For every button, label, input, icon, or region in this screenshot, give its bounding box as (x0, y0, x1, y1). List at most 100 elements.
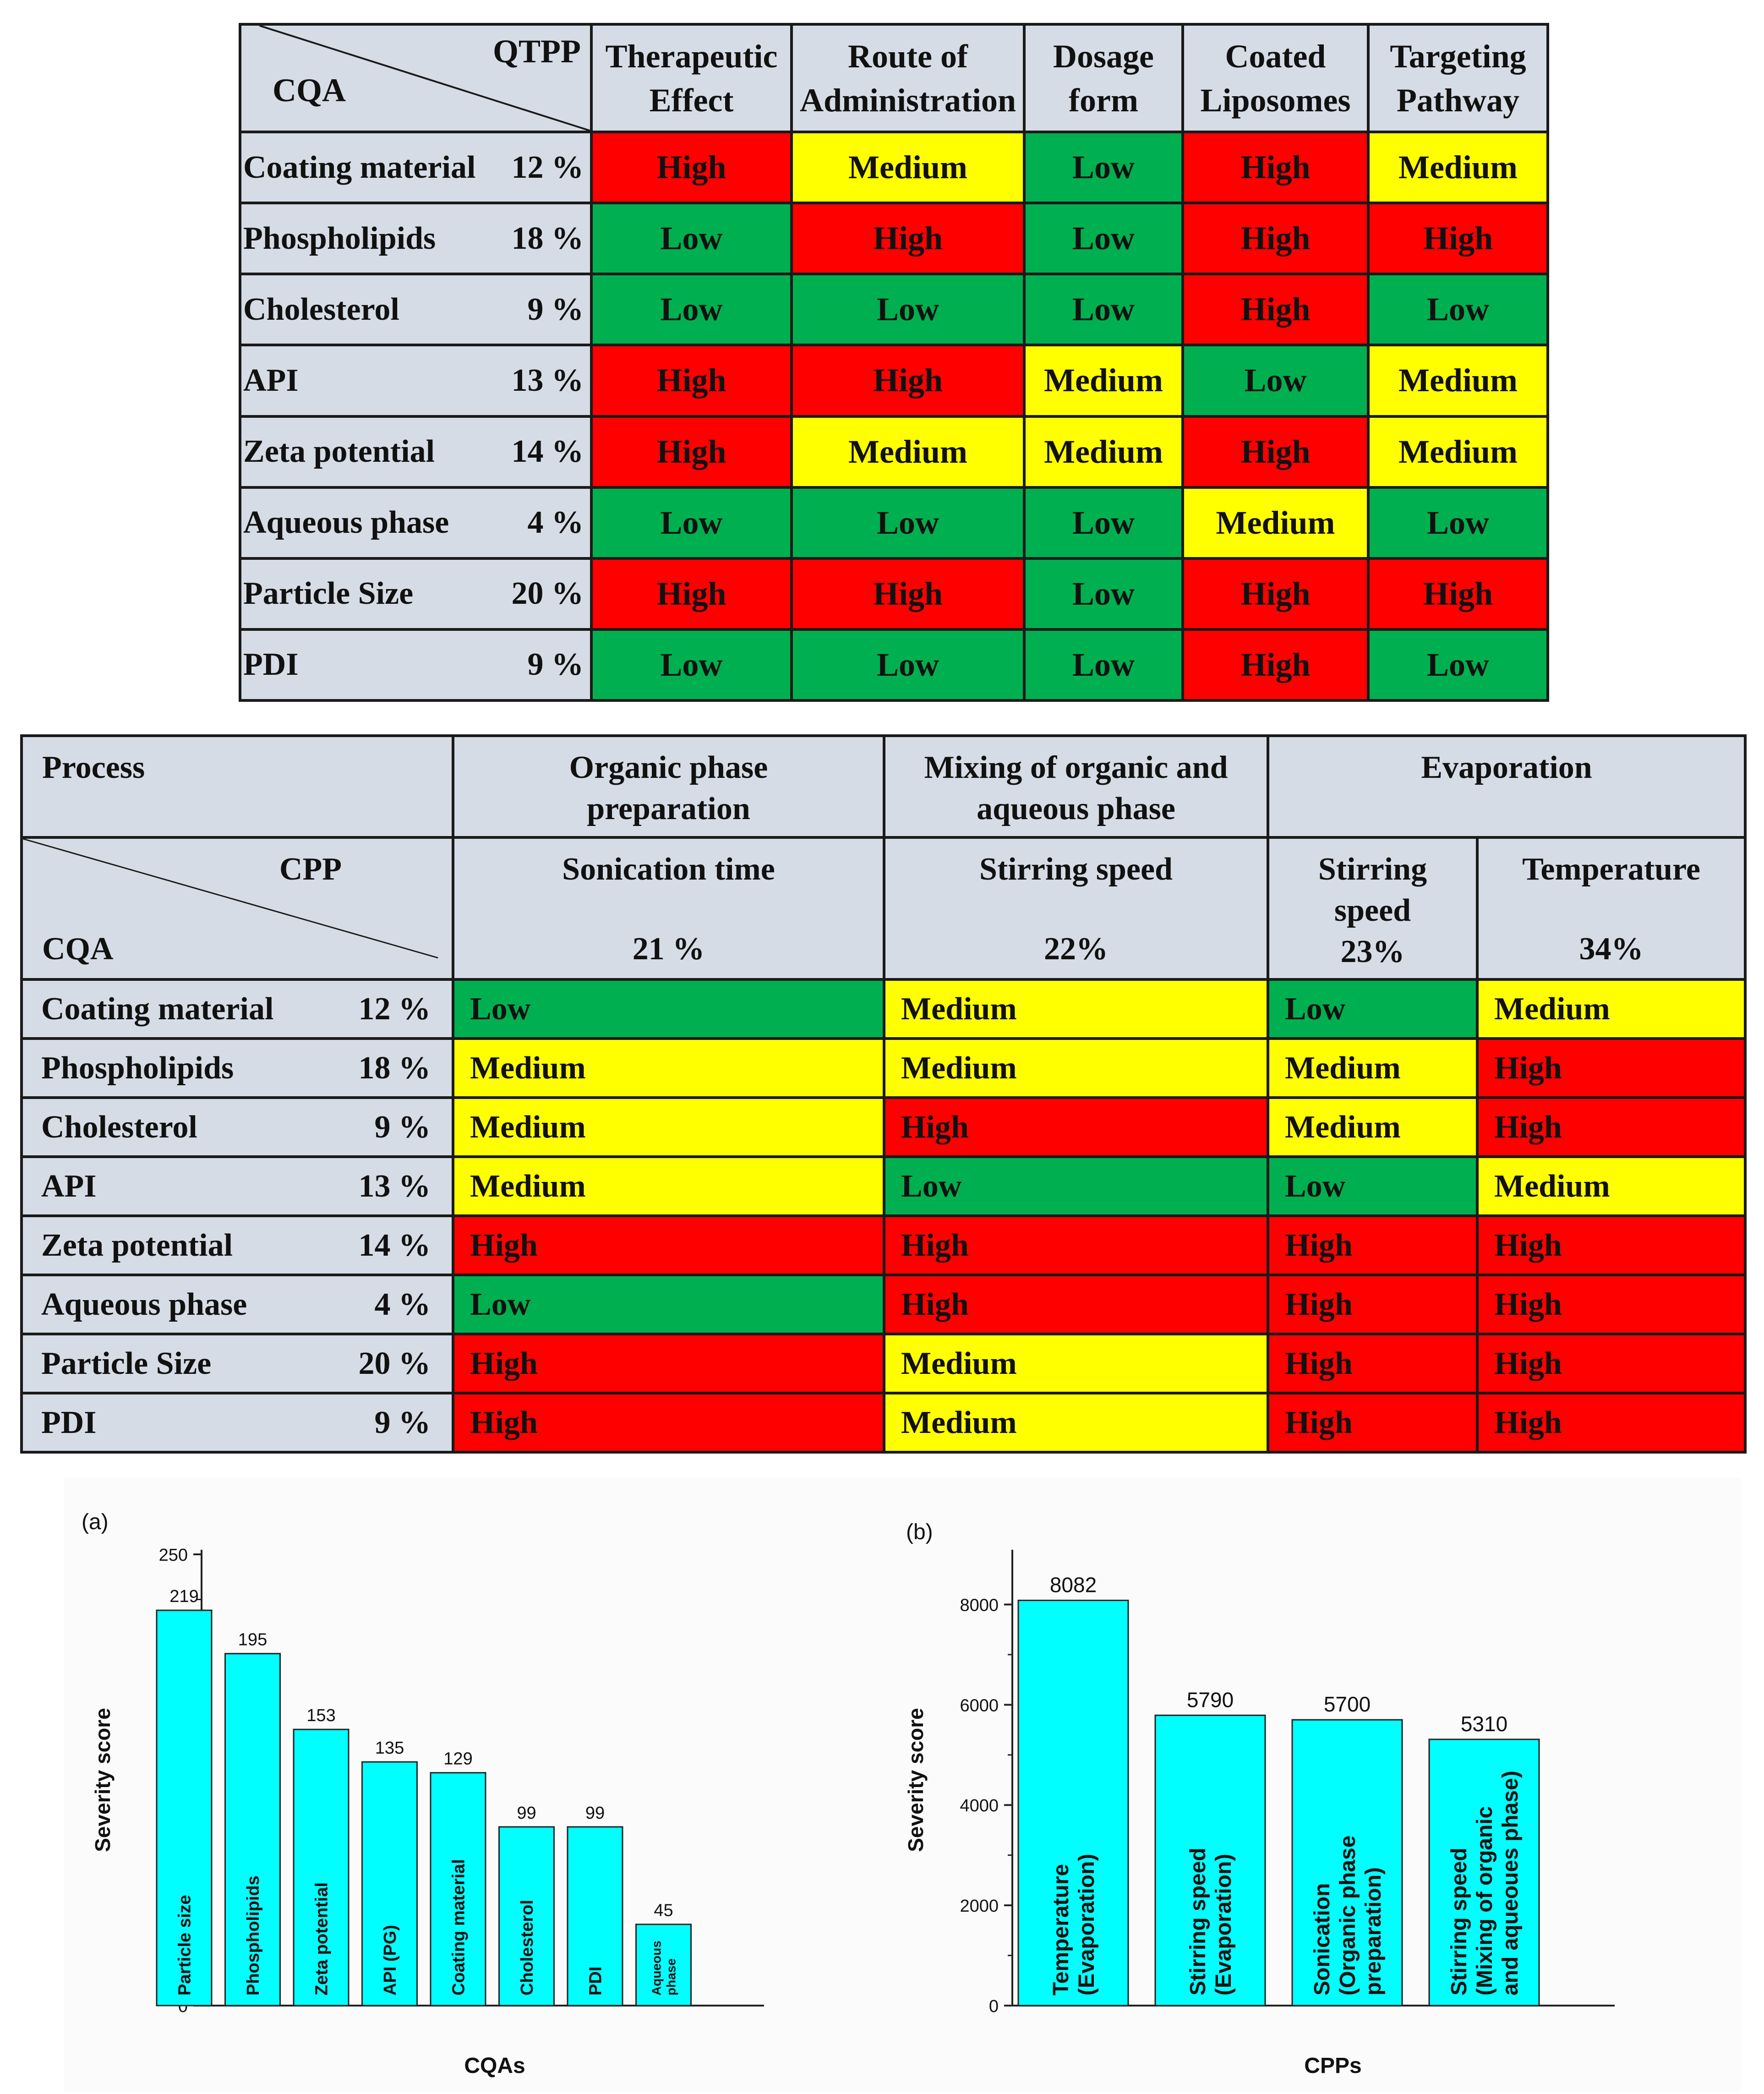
y-tick-label: 8000 (960, 1596, 999, 1615)
bar-category-label: phase (664, 1958, 678, 1996)
process-mixing-header: Mixing of organic and aqueous phase (883, 734, 1269, 839)
bar-category-label: (Mixing of organic (1473, 1806, 1497, 1996)
qtpp-risk-cell: High (1367, 557, 1549, 631)
qtpp-risk-cell: Medium (1367, 131, 1549, 205)
cpp-row-label: Cholesterol 9 % (20, 1096, 454, 1158)
cpp-row: Cholesterol 9 % Medium High Medium High (20, 1096, 1747, 1158)
cpp-risk-cell: Medium (452, 1096, 885, 1158)
y-tick-label: 4000 (960, 1796, 999, 1815)
bar-category-label: Coating material (449, 1859, 468, 1996)
cpp-risk-cell: Low (1267, 978, 1479, 1040)
cqa-name: Particle Size (41, 1345, 212, 1381)
cpp-risk-cell: High (1267, 1392, 1479, 1454)
qtpp-risk-cell: Low (1023, 486, 1184, 560)
bar-value-label: 5790 (1187, 1688, 1234, 1711)
cpp-risk-cell: Medium (452, 1155, 885, 1217)
qtpp-row-label: API 13 % (239, 344, 593, 418)
qtpp-row: API 13 % High High Medium Low Medium (239, 344, 1549, 418)
cqa-percent: 20 % (511, 576, 584, 612)
cpp-temperature-header: Temperature 34% (1475, 836, 1747, 981)
process-organic-header: Organic phase preparation (452, 734, 885, 839)
qtpp-row: Particle Size 20 % High High Low High High (239, 557, 1549, 631)
cpp-row-label: PDI 9 % (20, 1392, 454, 1454)
qtpp-risk-cell: High (590, 557, 793, 631)
qtpp-risk-cell: Low (1181, 344, 1370, 418)
cpp-row: Coating material 12 % Low Medium Low Medium (20, 978, 1747, 1040)
cpp-risk-cell: Medium (1475, 1155, 1747, 1217)
cqa-corner-bottom: CQA (273, 72, 346, 109)
bar (1291, 1719, 1403, 2007)
bar-category-label: (Evaporation) (1212, 1854, 1236, 1996)
qtpp-risk-cell: Low (1023, 202, 1184, 276)
qtpp-risk-cell: Low (790, 628, 1026, 702)
cpp-risk-cell: Low (452, 1274, 885, 1335)
qtpp-risk-cell: Low (590, 486, 793, 560)
cqa-percent: 9 % (527, 647, 584, 683)
qtpp-corner-top: QTPP (493, 33, 581, 70)
cqa-percent: 9 % (374, 1405, 431, 1440)
bar (430, 1772, 486, 2007)
qtpp-risk-cell: Low (590, 273, 793, 347)
bar (498, 1826, 555, 2007)
bar-category-label: Phospholipids (244, 1875, 263, 1996)
cpp-risk-cell: High (1475, 1274, 1747, 1335)
bar (635, 1924, 692, 2007)
bar-category-label: Stirring speed (1186, 1848, 1210, 1996)
qtpp-header: Route of Administration (790, 22, 1026, 134)
qtpp-row: Phospholipids 18 % Low High Low High High (239, 202, 1549, 276)
qtpp-header: Targeting Pathway (1367, 22, 1549, 134)
bar (224, 1653, 281, 2007)
cqa-percent: 4 % (527, 505, 584, 541)
x-axis-title: CPPs (1304, 2054, 1361, 2078)
bar-category-label: Sonication (1310, 1883, 1334, 1996)
cqa-percent: 18 % (511, 220, 584, 256)
cpp-row: Aqueous phase 4 % Low High High High (20, 1274, 1747, 1335)
cpp-corner-top: CPP (279, 852, 342, 887)
qtpp-risk-cell: Medium (1023, 344, 1184, 418)
qtpp-risk-cell: Medium (1181, 486, 1370, 560)
cqa-percent: 14 % (511, 434, 584, 470)
cpp-risk-cell: Low (1267, 1155, 1479, 1217)
cqa-name: PDI (41, 1405, 97, 1440)
qtpp-risk-cell: High (1181, 273, 1370, 347)
cqa-percent: 9 % (374, 1109, 431, 1145)
qtpp-risk-cell: High (590, 131, 793, 205)
cpp-row-label: API 13 % (20, 1155, 454, 1217)
qtpp-row-label: Aqueous phase 4 % (239, 486, 593, 560)
cqa-name: Coating material (41, 991, 274, 1027)
y-tick-label: 250 (159, 1546, 188, 1565)
cqa-corner-bottom: CQA (42, 931, 114, 967)
cpp-row: PDI 9 % High Medium High High (20, 1392, 1747, 1454)
qtpp-row-label: Cholesterol 9 % (239, 273, 593, 347)
bar-category-label: Particle size (175, 1895, 194, 1996)
cpp-stirring-mixing-header: Stirring speed 22% (883, 836, 1269, 981)
cqa-name: Zeta potential (41, 1227, 233, 1263)
cpp-risk-cell: Medium (1475, 978, 1747, 1040)
cqa-name: Cholesterol (41, 1109, 197, 1145)
qtpp-header: Coated Liposomes (1181, 22, 1370, 134)
process-label: Process (20, 734, 454, 839)
cqa-percent: 12 % (358, 991, 431, 1027)
qtpp-row-label: PDI 9 % (239, 628, 593, 702)
qtpp-risk-cell: High (1181, 557, 1370, 631)
bar-category-label: and aqueoues phase) (1498, 1771, 1523, 1996)
cpp-risk-cell: High (1475, 1333, 1747, 1394)
bar-category-label: (Evaporation) (1075, 1854, 1099, 1996)
cpp-risk-cell: Medium (452, 1037, 885, 1099)
cpp-risk-cell: High (1475, 1096, 1747, 1158)
qtpp-risk-cell: High (1181, 628, 1370, 702)
cpp-risk-cell: High (452, 1392, 885, 1454)
cpp-risk-cell: Medium (883, 1037, 1269, 1099)
cpp-risk-cell: Medium (1267, 1096, 1479, 1158)
cpp-risk-cell: Low (883, 1155, 1269, 1217)
cpp-row: Phospholipids 18 % Medium Medium Medium High (20, 1037, 1747, 1099)
cqa-percent: 12 % (511, 149, 584, 185)
cpp-risk-cell: Medium (883, 978, 1269, 1040)
qtpp-risk-cell: Low (590, 202, 793, 276)
cqa-name: Phospholipids (41, 1050, 234, 1086)
cpp-risk-cell: High (1267, 1214, 1479, 1276)
qtpp-row-label: Phospholipids 18 % (239, 202, 593, 276)
y-axis-title: Severity score (91, 1708, 115, 1852)
bar-category-label: Zeta potential (312, 1882, 331, 1996)
x-axis-title: CQAs (464, 2054, 525, 2078)
